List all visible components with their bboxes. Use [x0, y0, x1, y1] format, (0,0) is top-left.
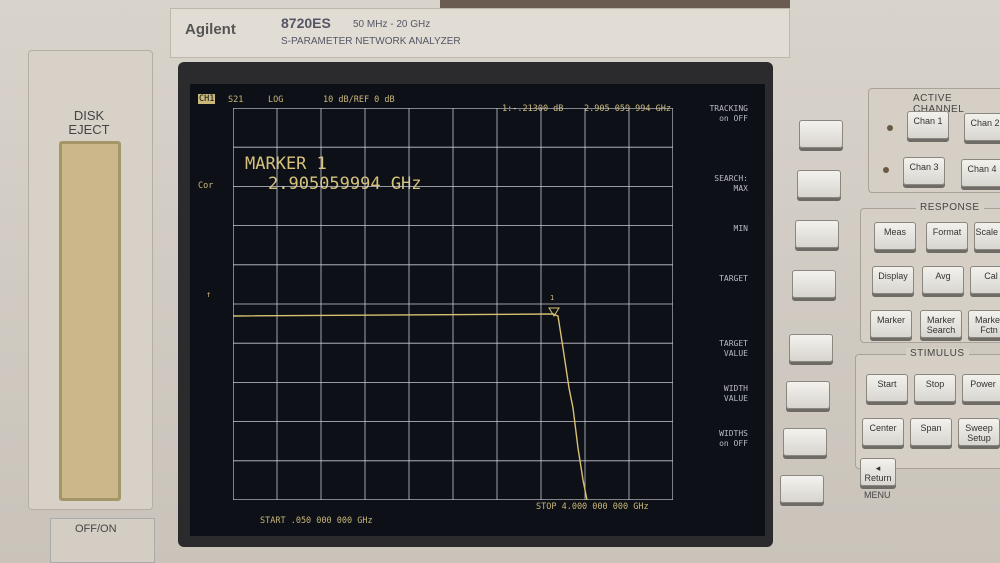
chan-1-key[interactable]: Chan 1 [907, 111, 949, 139]
s21-trace [233, 313, 588, 500]
stimulus-key-stop[interactable]: Stop [914, 374, 956, 402]
instrument-header: Agilent 8720ES 50 MHz - 20 GHz S-PARAMET… [170, 8, 790, 58]
stimulus-key-center[interactable]: Center [862, 418, 904, 446]
response-key-marker[interactable]: Marker [870, 310, 912, 338]
chan1-led [887, 125, 893, 131]
softkey-label: TRACKING on OFF [690, 104, 748, 124]
softkey-label: WIDTHS on OFF [690, 429, 748, 449]
format: LOG [268, 95, 284, 105]
marker-value: 2.905059994 GHz [268, 174, 422, 194]
marker-readout: 1:-.21300 dB [502, 104, 564, 114]
softkey-button-6[interactable] [786, 381, 830, 409]
softkey-button-5[interactable] [789, 334, 833, 362]
response-key-marker-search[interactable]: Marker Search [920, 310, 962, 338]
response-key-scale-ref[interactable]: Scale Ref [974, 222, 1000, 250]
chan-3-key[interactable]: Chan 3 [903, 157, 945, 185]
scale: 10 dB/REF 0 dB [323, 95, 395, 105]
stimulus-title: STIMULUS [906, 348, 969, 359]
return-key[interactable]: ◂ Return [860, 458, 896, 486]
power-label: OFF/ON [75, 523, 117, 535]
frequency-range: 50 MHz - 20 GHz [353, 19, 431, 30]
marker-number: 1 [550, 294, 555, 302]
softkey-label-line1: MIN [733, 224, 748, 233]
chan-4-key[interactable]: Chan 4 [961, 159, 1000, 187]
chan-2-key[interactable]: Chan 2 [964, 113, 1000, 141]
softkey-button-8[interactable] [780, 475, 824, 503]
softkey-label: MIN [690, 224, 748, 234]
softkey-label-line2: MAX [733, 184, 748, 193]
parameter: S21 [228, 95, 244, 105]
correction-indicator: Cor [198, 181, 214, 191]
start-frequency: START .050 000 000 GHz [260, 516, 373, 526]
crt-display: CH1 S21 LOG 10 dB/REF 0 dB 1:-.21300 dB … [190, 84, 765, 536]
active-channel-title: ACTIVE CHANNEL [909, 93, 1000, 115]
softkey-label-line1: TARGET [719, 274, 748, 283]
softkey-button-1[interactable] [799, 120, 843, 148]
softkey-button-7[interactable] [783, 428, 827, 456]
menu-title: MENU [864, 490, 891, 500]
softkey-label-line1: WIDTHS [719, 429, 748, 438]
hardkey-panel: ACTIVE CHANNEL Chan 1 Chan 2 Chan 3 Chan… [855, 88, 1000, 508]
response-key-meas[interactable]: Meas [874, 222, 916, 250]
softkey-label-line2: on OFF [719, 114, 748, 123]
response-key-marker-fctn[interactable]: Marker Fctn [968, 310, 1000, 338]
reference-arrow: ↑ [206, 290, 212, 300]
softkey-label-line1: WIDTH [723, 384, 748, 393]
stimulus-key-start[interactable]: Start [866, 374, 908, 402]
stimulus-key-span[interactable]: Span [910, 418, 952, 446]
softkey-label: TARGET [690, 274, 748, 284]
response-key-format[interactable]: Format [926, 222, 968, 250]
active-channel-group: ACTIVE CHANNEL Chan 1 Chan 2 Chan 3 Chan… [868, 88, 1000, 193]
disk-panel: DISK EJECT [28, 50, 153, 510]
softkey-label-line2: on OFF [719, 439, 748, 448]
softkey-button-3[interactable] [795, 220, 839, 248]
channel-indicator: CH1 [198, 94, 216, 104]
stop-frequency: STOP 4.000 000 000 GHz [536, 502, 649, 512]
disk-eject-button[interactable]: DISK EJECT [68, 108, 110, 137]
softkey-label-line1: TARGET [719, 339, 748, 348]
marker-title: MARKER 1 [245, 154, 327, 174]
softkey-button-4[interactable] [792, 270, 836, 298]
instrument-description: S-PARAMETER NETWORK ANALYZER [281, 36, 461, 47]
power-switch[interactable]: OFF/ON [50, 518, 155, 563]
graticule [233, 108, 673, 500]
softkey-button-2[interactable] [797, 170, 841, 198]
stimulus-group: STIMULUS [855, 348, 1000, 469]
stimulus-key-power[interactable]: Power [962, 374, 1000, 402]
softkey-label: WIDTH VALUE [690, 384, 748, 404]
floppy-slot[interactable] [59, 141, 121, 501]
softkey-label-line2: VALUE [723, 394, 748, 403]
softkey-label: SEARCH: MAX [690, 174, 748, 194]
stimulus-key-sweep-setup[interactable]: Sweep Setup [958, 418, 1000, 446]
chan3-led [883, 167, 889, 173]
model-number: 8720ES [281, 15, 331, 31]
softkey-label: TARGET VALUE [690, 339, 748, 359]
softkey-label-line2: VALUE [723, 349, 748, 358]
softkey-label-line1: SEARCH: [714, 174, 748, 183]
response-title: RESPONSE [916, 202, 984, 213]
response-key-cal[interactable]: Cal [970, 266, 1000, 294]
brand-logo: Agilent [185, 21, 236, 38]
response-key-avg[interactable]: Avg [922, 266, 964, 294]
softkey-label-line1: TRACKING [709, 104, 748, 113]
marker-frequency-readout: 2.905 059 994 GHz [584, 104, 671, 114]
response-key-display[interactable]: Display [872, 266, 914, 294]
marker-1-symbol [548, 307, 560, 317]
